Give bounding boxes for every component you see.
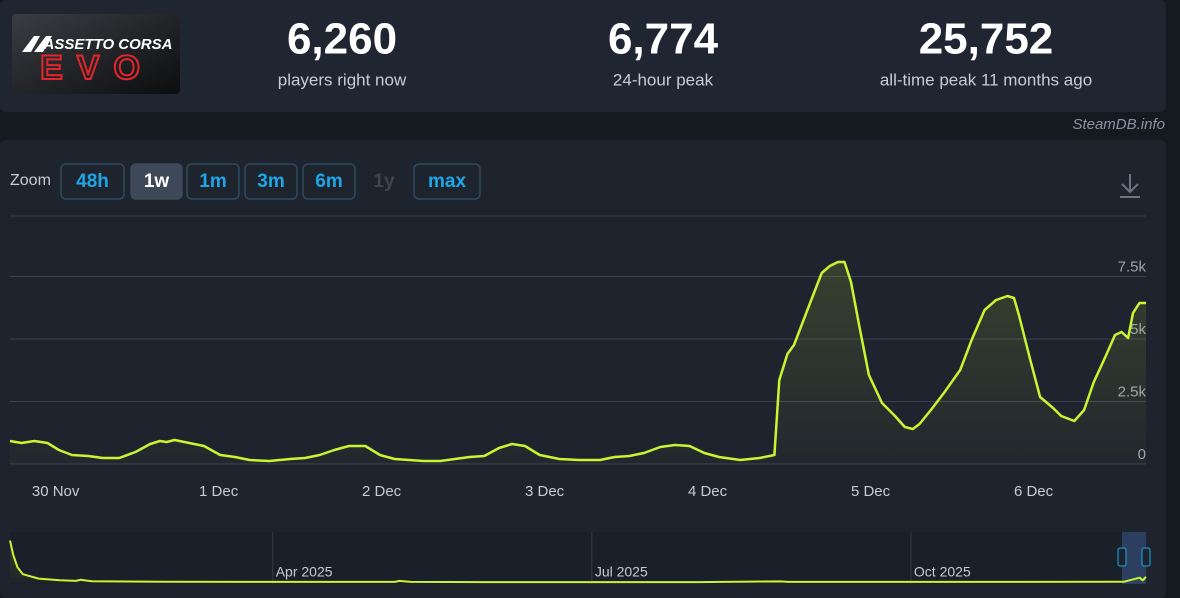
header-panel (0, 0, 1166, 112)
zoom-button[interactable] (60, 163, 125, 200)
navigator-tick-label: Oct 2025 (914, 564, 971, 580)
logo-brand: ASSETTO CORSA (43, 36, 173, 53)
logo-background (12, 14, 180, 94)
stat-value: 6,260 (287, 15, 397, 64)
x-tick-label: 2 Dec (362, 483, 402, 500)
navigator-tick-label: Jul 2025 (595, 564, 648, 580)
stat-value: 25,752 (919, 15, 1054, 64)
zoom-button[interactable] (186, 163, 240, 200)
chart-panel (0, 140, 1166, 598)
area-fill (10, 262, 1146, 464)
navigator-handle[interactable] (1141, 547, 1151, 567)
navigator-tick-label: Apr 2025 (276, 564, 333, 580)
zoom-option[interactable]: 6m (315, 171, 342, 192)
zoom-option[interactable]: 1w (144, 171, 170, 192)
zoom-button[interactable] (302, 163, 356, 200)
zoom-button[interactable] (413, 163, 481, 200)
y-tick-label: 7.5k (1118, 258, 1147, 275)
logo: ASSETTO CORSA EVO (12, 14, 180, 94)
x-tick-label: 3 Dec (525, 483, 565, 500)
navigator-handle[interactable] (1117, 547, 1127, 567)
navigator-line (9, 540, 1147, 584)
download-icon[interactable] (1120, 174, 1140, 198)
x-tick-label: 6 Dec (1014, 483, 1054, 500)
zoom-option[interactable]: 48h (76, 171, 109, 192)
zoom-option[interactable]: 3m (257, 171, 284, 192)
x-tick-label: 1 Dec (199, 483, 239, 500)
logo-product: EVO (40, 49, 154, 87)
logo-mark (22, 36, 52, 52)
player-line (9, 260, 1146, 463)
source: SteamDB.info (1072, 116, 1165, 133)
x-tick-label: 30 Nov (32, 483, 80, 500)
navigator-background (10, 532, 1146, 584)
x-tick-label: 4 Dec (688, 483, 728, 500)
stat-label: players right now (278, 70, 407, 89)
stat-label: 24-hour peak (613, 70, 714, 89)
zoom-option[interactable]: 1m (199, 171, 226, 192)
zoom-option[interactable]: max (428, 171, 466, 192)
x-tick-label: 5 Dec (851, 483, 891, 500)
stat-label: all-time peak 11 months ago (880, 70, 1092, 89)
zoom-button[interactable] (130, 163, 183, 200)
zoom-button[interactable] (244, 163, 298, 200)
stat-value: 6,774 (608, 15, 719, 64)
zoom-label: Zoom (10, 172, 51, 189)
zoom-option: 1y (373, 171, 395, 192)
